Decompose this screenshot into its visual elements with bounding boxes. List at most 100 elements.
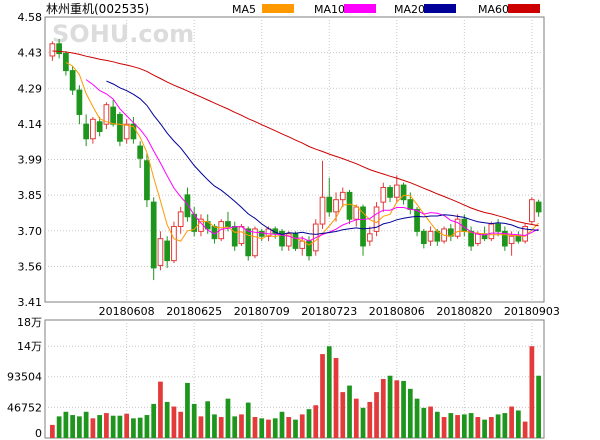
volume-bar [97, 415, 103, 438]
xtick-label: 20180608 [99, 305, 155, 318]
volume-bar [522, 421, 528, 438]
candle-body-down [407, 199, 414, 210]
candle-body-up [380, 187, 387, 203]
volume-bar [104, 413, 109, 438]
volume-bar [428, 406, 433, 438]
volume-bar [515, 410, 521, 438]
volume-bar [414, 398, 420, 438]
candle-body-down [117, 113, 123, 142]
candle-body-down [225, 221, 231, 227]
candle-body-down [346, 191, 353, 220]
volume-bar [272, 418, 278, 438]
candle-body-down [130, 123, 137, 140]
volume-bar [83, 411, 89, 438]
volume-bar [509, 406, 514, 438]
volume-bar [333, 358, 339, 438]
candle-body-up [177, 211, 184, 227]
volume-bar [407, 388, 413, 438]
volume-bar [299, 414, 305, 438]
candle-body-up [218, 221, 225, 240]
candle-body-down [83, 123, 90, 140]
volume-ytick-label: 18万 [17, 316, 42, 329]
candle-body-up [488, 223, 495, 240]
volume-bar [495, 414, 501, 438]
candle-body-down [137, 145, 144, 159]
price-ytick-label: 3.41 [18, 296, 43, 309]
xtick-label: 20180806 [369, 305, 425, 318]
volume-bar [286, 417, 292, 438]
candle-body-down [110, 106, 117, 125]
chart-title: 林州重机(002535) [46, 2, 149, 16]
volume-bar [239, 414, 244, 438]
xtick-label: 20180625 [166, 305, 222, 318]
candle-body-down [461, 218, 468, 232]
volume-bar [502, 413, 508, 438]
candle-body-down [279, 230, 285, 247]
volume-bar [434, 411, 440, 438]
candle-body-down [96, 121, 103, 132]
candle-body-down [144, 160, 150, 201]
candle-body-up [393, 184, 400, 198]
volume-bar [117, 415, 123, 438]
volume-bar [441, 417, 447, 438]
candle-body-down [414, 208, 420, 232]
volume-bar [482, 419, 487, 438]
volume-bar [367, 401, 373, 438]
candle-body-down [245, 228, 252, 257]
volume-bar [468, 413, 474, 438]
xtick-label: 20180709 [234, 305, 290, 318]
volume-bar [218, 417, 224, 438]
volume-bar [205, 401, 211, 438]
legend-label: MA10 [314, 3, 345, 16]
volume-bar [455, 415, 460, 438]
volume-bar [293, 419, 298, 438]
volume-bar [380, 379, 386, 438]
candle-body-up [427, 230, 434, 242]
candle-body-up [333, 199, 339, 213]
volume-bar [124, 413, 130, 438]
volume-bar [77, 416, 82, 438]
price-ytick-label: 3.85 [18, 189, 43, 202]
volume-bar [529, 346, 535, 438]
candle-body-down [468, 230, 474, 247]
legend-label: MA60 [478, 3, 509, 16]
price-ytick-label: 4.29 [18, 82, 43, 95]
volume-bar [306, 409, 312, 438]
candle-body-down [326, 196, 333, 213]
volume-bar [245, 402, 251, 438]
volume-bar [536, 375, 541, 438]
volume-bar [259, 418, 265, 438]
candle-body-up [366, 233, 373, 242]
volume-ytick-label: 0 [35, 427, 42, 440]
candle-body-up [123, 123, 130, 140]
price-ytick-label: 4.43 [18, 47, 43, 60]
candle-body-up [171, 225, 177, 262]
candle-body-down [292, 233, 299, 249]
volume-bar [401, 380, 406, 438]
candle-body-down [63, 53, 69, 72]
price-ytick-label: 3.99 [18, 154, 43, 167]
volume-bar [110, 415, 116, 438]
volume-bar [340, 392, 346, 438]
volume-bar [70, 415, 76, 438]
volume-ytick-label: 14万 [17, 340, 42, 353]
candle-body-up [103, 104, 110, 125]
watermark: SOHU.com [52, 20, 194, 48]
xtick-label: 20180903 [504, 305, 560, 318]
volume-ytick-label: 93504 [7, 371, 42, 384]
candle-body-up [90, 118, 96, 140]
volume-bar [387, 375, 393, 438]
volume-bar [198, 416, 204, 438]
candle-body-down [400, 184, 407, 201]
volume-bar [171, 406, 177, 438]
candle-body-up [339, 191, 346, 201]
volume-bar [421, 407, 427, 438]
volume-bar [353, 398, 359, 438]
legend-label: MA20 [394, 3, 425, 16]
volume-bar [131, 418, 136, 438]
candle-body-down [515, 235, 522, 242]
xtick-label: 20180723 [301, 305, 357, 318]
candle-body-down [164, 240, 171, 262]
candle-body-down [501, 230, 508, 247]
